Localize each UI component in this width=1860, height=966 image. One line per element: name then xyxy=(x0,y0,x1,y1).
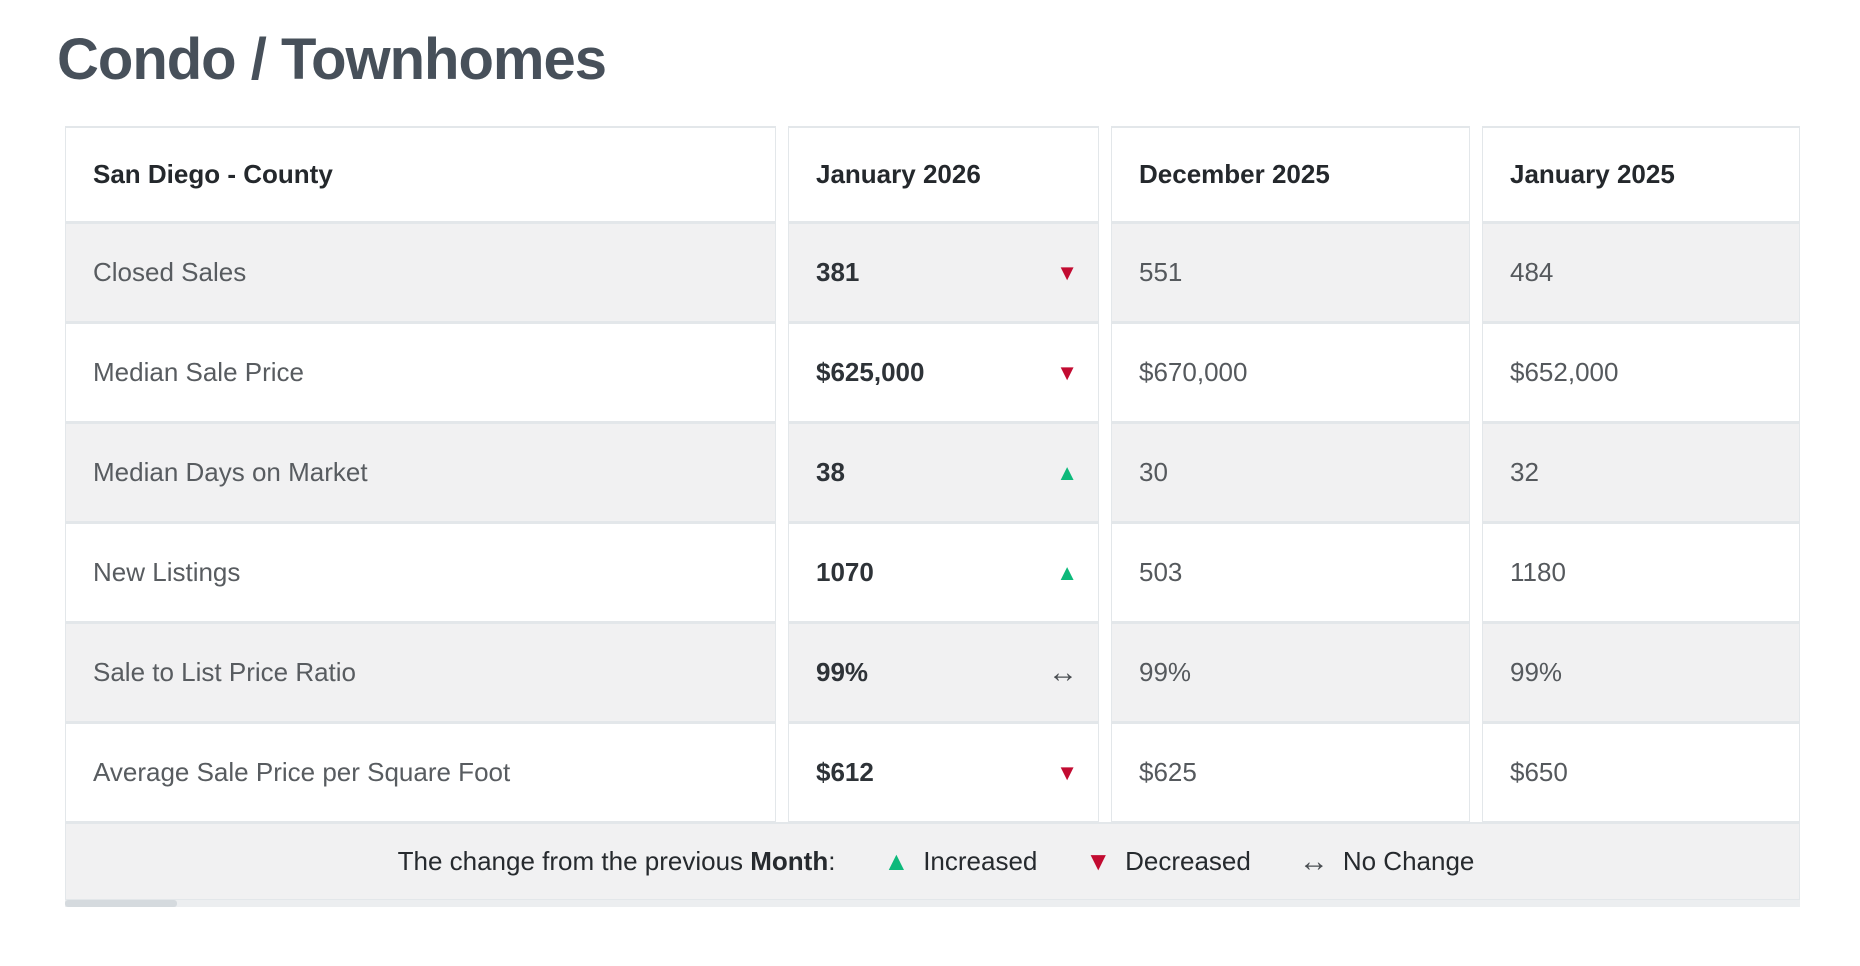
header-current-month: January 2026 xyxy=(788,126,1099,222)
previous-month-value: $670,000 xyxy=(1111,322,1470,422)
previous-year-value: 1180 xyxy=(1482,522,1800,622)
table-header-row: San Diego - County January 2026 December… xyxy=(65,126,1800,222)
no-change-icon: ↔ xyxy=(1298,844,1329,878)
metric-label: New Listings xyxy=(65,522,776,622)
previous-year-value: 32 xyxy=(1482,422,1800,522)
current-value: 381 xyxy=(816,257,860,287)
scrollbar-thumb[interactable] xyxy=(65,900,177,907)
previous-month-value: $625 xyxy=(1111,722,1470,822)
previous-year-value: $650 xyxy=(1482,722,1800,822)
table-row: New Listings 1070 ▲ 503 1180 xyxy=(65,522,1800,622)
previous-year-value: 484 xyxy=(1482,222,1800,322)
current-value-cell: $612 ▼ xyxy=(788,722,1099,822)
trend-none-icon: ↔ xyxy=(1048,655,1078,689)
current-value-cell: 1070 ▲ xyxy=(788,522,1099,622)
table-body: Closed Sales 381 ▼ 551 484 Median Sale P… xyxy=(65,222,1800,822)
trend-up-icon: ▲ xyxy=(1056,559,1078,585)
legend-colon: : xyxy=(828,846,836,876)
current-value-cell: $625,000 ▼ xyxy=(788,322,1099,422)
metric-label: Sale to List Price Ratio xyxy=(65,622,776,722)
table-row: Median Sale Price $625,000 ▼ $670,000 $6… xyxy=(65,322,1800,422)
current-value: 1070 xyxy=(816,557,874,587)
header-previous-month: December 2025 xyxy=(1111,126,1470,222)
trend-up-icon: ▲ xyxy=(1056,459,1078,485)
metric-label: Average Sale Price per Square Foot xyxy=(65,722,776,822)
previous-month-value: 503 xyxy=(1111,522,1470,622)
legend-prefix: The change from the previous xyxy=(397,846,751,876)
legend: The change from the previous Month: ▲ Incr… xyxy=(398,845,1475,879)
current-value-cell: 381 ▼ xyxy=(788,222,1099,322)
previous-month-value: 30 xyxy=(1111,422,1470,522)
trend-down-icon: ▼ xyxy=(1056,259,1078,285)
header-region: San Diego - County xyxy=(65,126,776,222)
current-value-cell: 38 ▲ xyxy=(788,422,1099,522)
previous-month-value: 551 xyxy=(1111,222,1470,322)
current-value: 38 xyxy=(816,457,845,487)
previous-month-value: 99% xyxy=(1111,622,1470,722)
current-value: 99% xyxy=(816,657,869,687)
increased-label: Increased xyxy=(923,846,1038,876)
legend-cell: The change from the previous Month: ▲ Incr… xyxy=(65,822,1800,900)
metric-label: Closed Sales xyxy=(65,222,776,322)
trend-down-icon: ▼ xyxy=(1056,359,1078,385)
table-row: Sale to List Price Ratio 99% ↔ 99% 99% xyxy=(65,622,1800,722)
previous-year-value: 99% xyxy=(1482,622,1800,722)
table-row: Closed Sales 381 ▼ 551 484 xyxy=(65,222,1800,322)
current-value: $625,000 xyxy=(816,357,925,387)
legend-row: The change from the previous Month: ▲ Incr… xyxy=(65,822,1800,900)
horizontal-scrollbar[interactable] xyxy=(65,900,1800,907)
table-row: Average Sale Price per Square Foot $612 … xyxy=(65,722,1800,822)
increased-icon: ▲ xyxy=(883,846,910,876)
metric-label: Median Sale Price xyxy=(65,322,776,422)
current-value: $612 xyxy=(816,757,874,787)
table-row: Median Days on Market 38 ▲ 30 32 xyxy=(65,422,1800,522)
previous-year-value: $652,000 xyxy=(1482,322,1800,422)
page-title: Condo / Townhomes xyxy=(57,27,607,92)
no-change-label: No Change xyxy=(1342,846,1475,876)
metric-label: Median Days on Market xyxy=(65,422,776,522)
decreased-icon: ▼ xyxy=(1085,846,1112,876)
header-previous-year: January 2025 xyxy=(1482,126,1800,222)
legend-bold-word: Month xyxy=(750,846,829,876)
current-value-cell: 99% ↔ xyxy=(788,622,1099,722)
decreased-label: Decreased xyxy=(1125,846,1251,876)
market-stats-table: San Diego - County January 2026 December… xyxy=(65,126,1800,907)
trend-down-icon: ▼ xyxy=(1056,759,1078,785)
